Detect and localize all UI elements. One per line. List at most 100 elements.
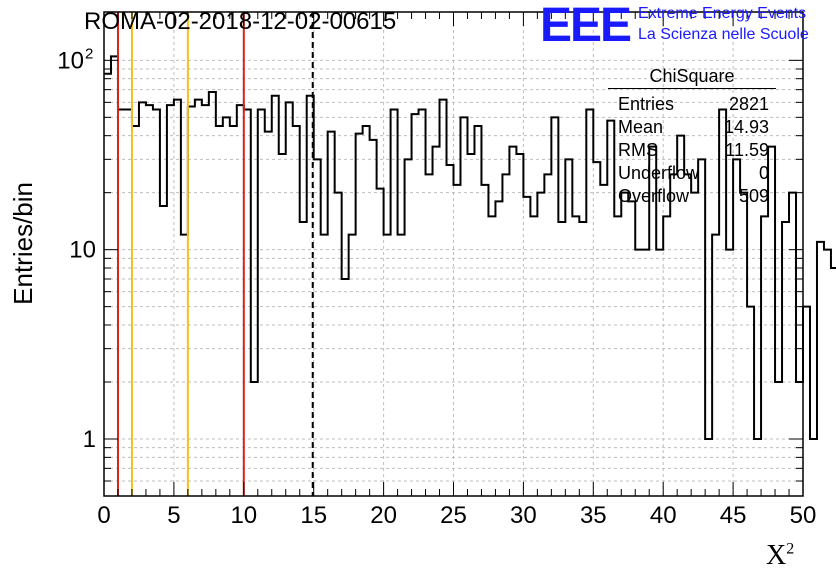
histogram-bin (314, 159, 321, 496)
stats-label: RMS (618, 140, 658, 160)
y-axis-label: Entries/bin (8, 182, 38, 305)
histogram-bin (698, 159, 705, 496)
logo-line-2: La Scienza nelle Scuole (638, 26, 809, 43)
histogram-bin (391, 109, 398, 496)
histogram-bin (258, 109, 265, 496)
histogram-bin (530, 216, 537, 496)
histogram-bin (726, 250, 733, 496)
histogram-outline (104, 55, 836, 441)
histogram-bin (188, 107, 195, 496)
x-tick-label: 40 (650, 502, 677, 529)
histogram-bin (502, 174, 509, 496)
x-tick-label: 20 (370, 502, 397, 529)
histogram-bin (412, 114, 419, 496)
histogram-bin (733, 159, 740, 496)
histogram-bin (565, 159, 572, 496)
histogram-bin (181, 235, 188, 496)
histogram-bin (454, 185, 461, 496)
histogram-bin (621, 193, 628, 496)
histogram-bin (251, 382, 258, 496)
histogram-bin (447, 165, 454, 496)
histogram-bin (488, 216, 495, 496)
histogram-bin (467, 154, 474, 496)
histogram-bin (824, 250, 831, 496)
y-tick-label: 10 (69, 237, 96, 264)
stats-box: ChiSquare Entries 2821 Mean 14.93 RMS 11.59… (608, 66, 776, 208)
grid-layer (104, 12, 803, 497)
histogram-bin (761, 216, 768, 496)
stats-row-underflow: Underflow 0 (608, 162, 776, 185)
histogram-bin (670, 174, 677, 496)
x-tick-label: 45 (720, 502, 747, 529)
histogram-bin (349, 235, 356, 496)
histogram-bin (139, 102, 146, 496)
stats-value: 2821 (728, 94, 769, 114)
histogram-bin (377, 189, 384, 496)
histogram-bin (356, 134, 363, 496)
histogram-bin (831, 268, 836, 496)
histogram-bin (635, 250, 642, 496)
stats-row-rms: RMS 11.59 (608, 139, 776, 162)
histogram-bin (433, 147, 440, 496)
histogram-bin (146, 105, 153, 496)
histogram-bin (272, 96, 279, 496)
histogram-bin (691, 193, 698, 496)
histogram-bin (342, 279, 349, 496)
histogram-bin (593, 162, 600, 496)
histogram-bin (384, 235, 391, 496)
stats-row-overflow: Overflow 509 (608, 185, 776, 208)
histogram-bin (216, 126, 223, 496)
histogram-bin (663, 216, 670, 496)
histogram-bin (817, 242, 824, 496)
y-axis-label-wrap: Entries/bin (8, 182, 38, 305)
histogram-bin (614, 216, 621, 496)
stats-label: Entries (618, 94, 675, 114)
stats-title: ChiSquare (608, 66, 776, 89)
histogram-bin (572, 216, 579, 496)
histogram-bin (516, 154, 523, 496)
histogram-bin (740, 193, 747, 496)
histogram-bin (684, 174, 691, 496)
histogram-bin (754, 439, 761, 496)
histogram-bin (537, 193, 544, 496)
x-axis-label: X2 (766, 540, 794, 572)
x-axis-label-sup: 2 (786, 540, 795, 558)
histogram-bin (223, 117, 230, 496)
histogram-bin (237, 105, 244, 496)
histogram-bin (600, 185, 607, 496)
histogram-bin (460, 117, 467, 496)
stats-value: 11.59 (725, 140, 769, 160)
stats-label: Overflow (618, 186, 690, 206)
chart-title: ROMA-02-2018-12-02-00615 (84, 8, 397, 35)
histogram-bin (321, 235, 328, 496)
x-tick-label: 15 (300, 502, 327, 529)
histogram-bin (523, 197, 530, 496)
histogram-bin (104, 74, 111, 496)
histogram-bin (775, 382, 782, 496)
x-axis-label-base: X (766, 540, 787, 571)
x-tick-label: 35 (580, 502, 607, 529)
x-tick-label: 50 (790, 502, 817, 529)
histogram-bin (300, 222, 307, 496)
histogram-bars (104, 55, 836, 496)
histogram-bin (398, 235, 405, 496)
histogram-bin (440, 100, 447, 496)
histogram-bin (111, 56, 118, 496)
histogram-bin (712, 235, 719, 496)
histogram-bin (705, 439, 712, 496)
histogram-bin (132, 126, 139, 496)
histogram-bin (118, 109, 125, 496)
stats-value: 0 (758, 163, 769, 183)
histogram-bin (419, 109, 426, 496)
histogram-bin (363, 126, 370, 496)
eee-logo-text: Extreme Energy Events La Scienza nelle S… (638, 3, 809, 45)
y-tick-label: 1 (83, 426, 96, 453)
histogram-bin (279, 154, 286, 496)
stats-value: 509 (738, 186, 769, 206)
y-tick-label: 10 (57, 47, 84, 74)
histogram-bin (195, 100, 202, 496)
histogram-bin (202, 105, 209, 496)
x-tick-label: 10 (230, 502, 257, 529)
histogram-bin (803, 307, 810, 496)
histogram-bin (789, 193, 796, 496)
